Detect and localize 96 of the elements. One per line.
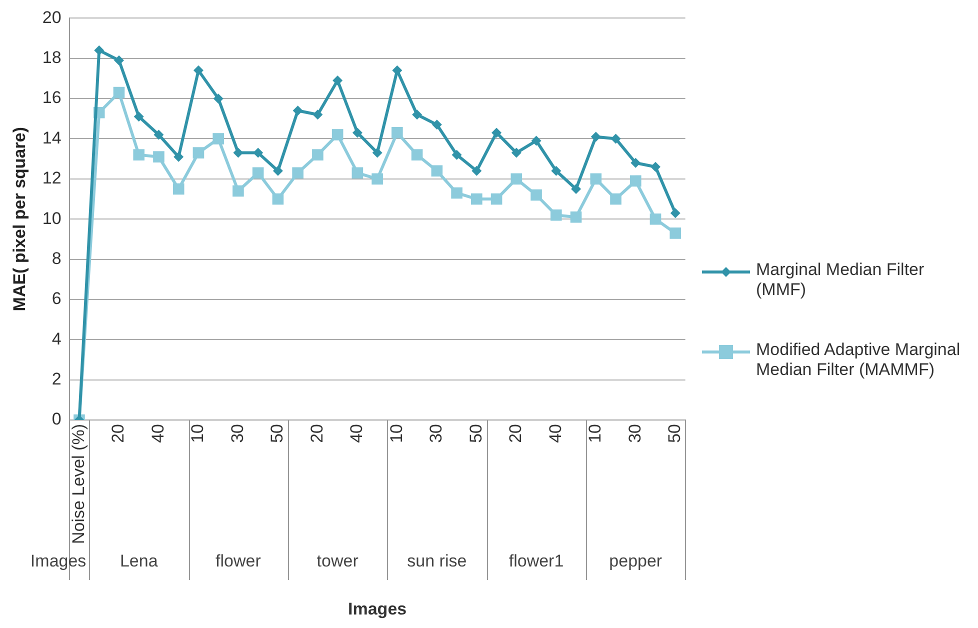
text: sun rise: [407, 552, 467, 571]
x-tick-label: 10: [386, 424, 406, 443]
x-tick-label: 20: [108, 424, 128, 443]
point: [213, 94, 224, 104]
x-tick-label: 40: [546, 424, 565, 443]
point: [94, 45, 104, 56]
y-tick-label: 4: [52, 329, 62, 348]
y-tick-label: 8: [52, 248, 62, 268]
x-axis-title: Images: [348, 600, 407, 619]
point: [630, 175, 642, 187]
x-tick-label: 40: [148, 424, 168, 443]
point: [492, 128, 502, 138]
text: flower1: [508, 552, 564, 571]
point: [153, 151, 164, 162]
point: [510, 173, 522, 185]
point: [253, 148, 264, 158]
point: [272, 166, 283, 176]
point: [670, 228, 682, 239]
point: [590, 173, 602, 185]
point: [392, 127, 403, 138]
point: [610, 134, 621, 144]
point: [550, 209, 562, 221]
y-tick-label: 16: [42, 88, 62, 108]
point: [133, 149, 145, 160]
point: [232, 185, 244, 197]
x-tick-label: 30: [426, 424, 446, 443]
text: Lena: [120, 552, 158, 571]
point: [172, 183, 184, 195]
x-tick-label: 30: [625, 424, 644, 443]
x-tick-label: 50: [466, 424, 486, 443]
text: flower: [216, 552, 262, 571]
legend-label: Modified Adaptive Marginal Median Filter (MAMMF): [756, 340, 962, 380]
text: tower: [316, 552, 359, 571]
point: [451, 187, 462, 199]
point: [352, 128, 362, 138]
y-tick-label: 20: [42, 8, 62, 27]
point: [174, 152, 184, 162]
point: [570, 211, 582, 223]
text: pepper: [609, 552, 662, 571]
point: [193, 65, 204, 76]
point: [372, 148, 382, 158]
point: [154, 130, 164, 140]
y-tick-label: 18: [42, 48, 62, 68]
point: [411, 149, 423, 160]
point: [113, 86, 125, 98]
point: [650, 213, 662, 225]
point: [471, 193, 482, 205]
point: [650, 162, 661, 172]
point: [134, 112, 144, 122]
point: [530, 189, 542, 201]
point: [452, 150, 462, 160]
legend-label: Marginal Median Filter (MMF): [756, 260, 926, 300]
x-tick-label: 20: [307, 424, 326, 443]
point: [511, 148, 522, 158]
y-tick-label: 2: [52, 370, 62, 389]
point: [114, 55, 124, 66]
point: [571, 184, 582, 194]
point: [292, 106, 303, 116]
point: [233, 148, 244, 158]
point: [590, 132, 601, 142]
point: [312, 110, 323, 120]
x-tick-label: 50: [665, 424, 684, 443]
x-tick-label: 40: [347, 424, 366, 443]
point: [490, 193, 502, 205]
point: [332, 129, 344, 140]
point: [272, 193, 284, 205]
text: Images: [30, 552, 86, 571]
point: [551, 166, 562, 176]
y-tick-label: 6: [52, 289, 62, 308]
x-tick-label: 10: [188, 424, 208, 443]
point: [531, 136, 542, 146]
point: [670, 208, 680, 218]
point: [610, 193, 622, 205]
point: [252, 167, 264, 179]
point: [412, 110, 422, 120]
point: [431, 165, 443, 177]
x-tick-label: Noise Level (%): [68, 424, 88, 544]
point: [312, 149, 324, 160]
point: [192, 147, 204, 158]
y-axis-title: MAE( pixel per square): [10, 126, 29, 312]
x-tick-label: 30: [228, 424, 247, 443]
point: [630, 158, 641, 168]
point: [372, 173, 383, 185]
y-tick-label: 12: [42, 168, 62, 188]
point: [212, 133, 224, 144]
x-tick-label: 10: [586, 424, 605, 443]
point: [332, 75, 343, 86]
y-tick-label: 10: [42, 208, 62, 228]
point: [432, 120, 442, 130]
point: [292, 167, 304, 179]
point: [472, 166, 482, 176]
y-tick-label: 14: [42, 128, 62, 148]
x-tick-label: 50: [268, 424, 287, 443]
x-tick-label: 20: [506, 424, 526, 443]
y-tick-label: 0: [52, 410, 62, 429]
point: [352, 167, 364, 179]
